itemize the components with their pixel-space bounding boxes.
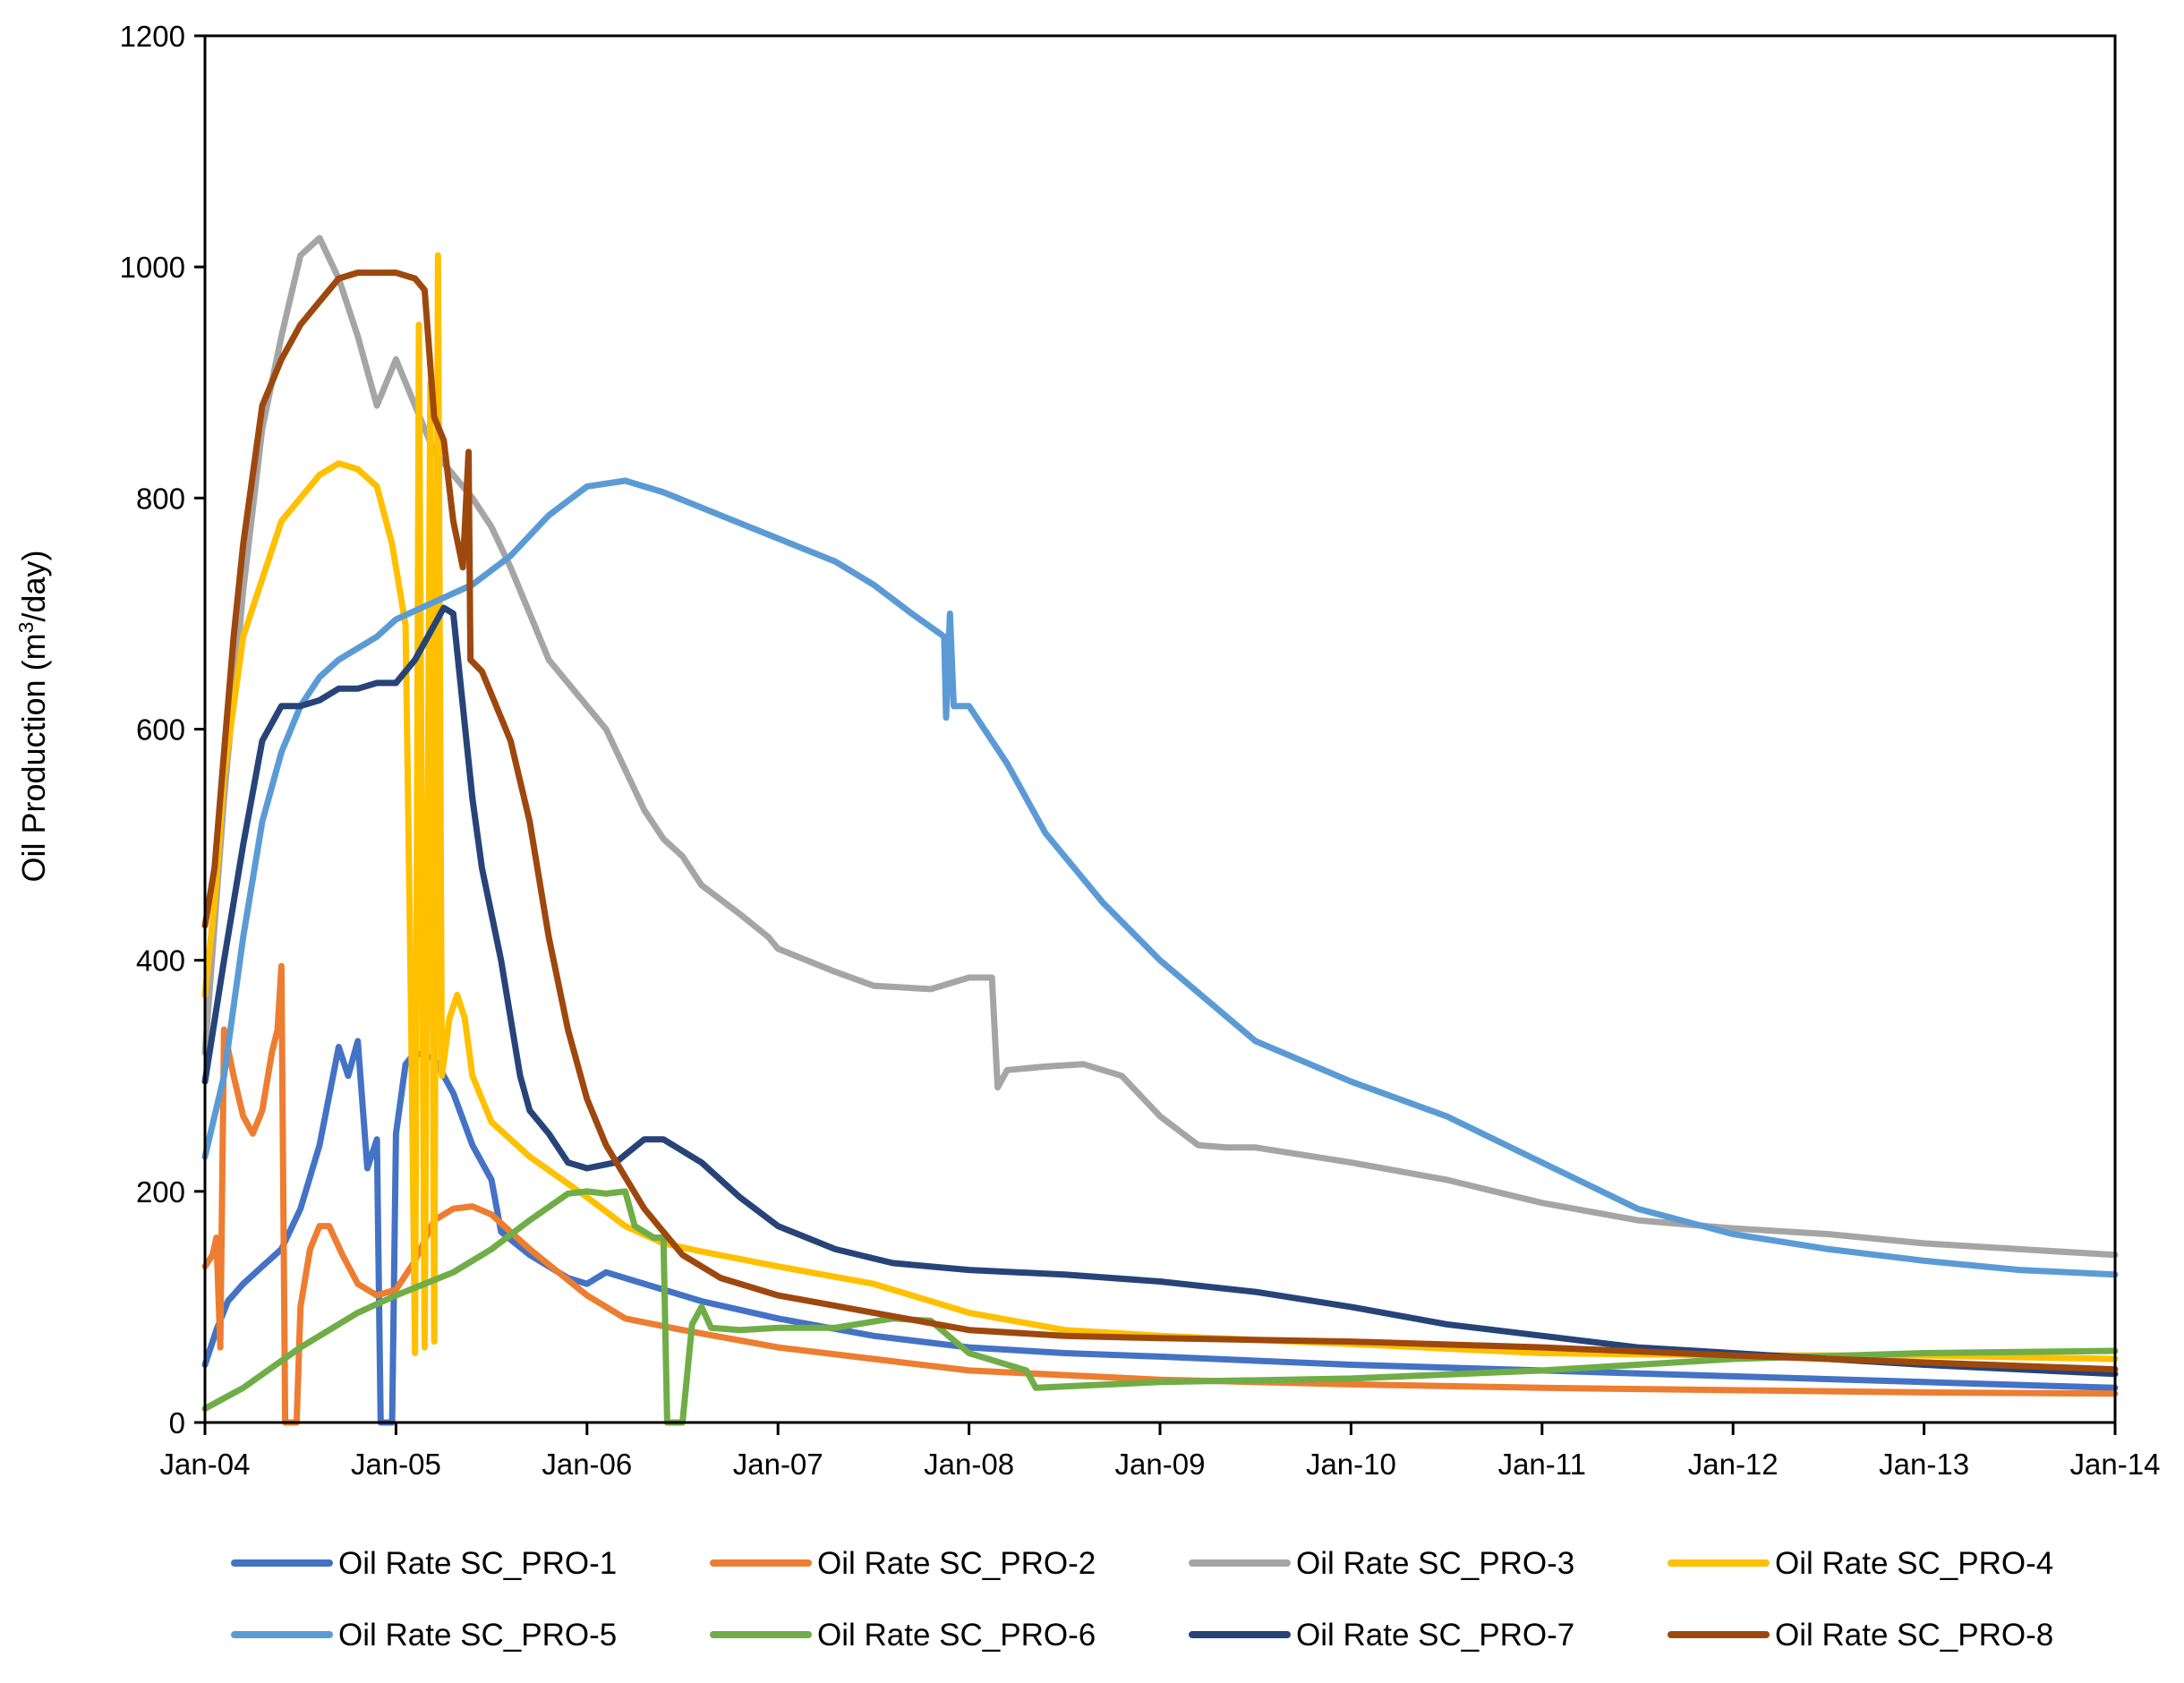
series-line-pro-7 bbox=[201, 604, 2119, 1378]
y-axis-ticks: 0 200 400 600 800 1000 1200 bbox=[120, 20, 205, 1440]
y-axis-title-tail: /day) bbox=[15, 551, 52, 622]
x-tick-label: Jan-13 bbox=[1879, 1448, 1969, 1481]
series-line-pro-1 bbox=[201, 1038, 2119, 1426]
y-tick-label: 1000 bbox=[120, 251, 185, 284]
series-line-pro-8 bbox=[201, 269, 2119, 1373]
x-tick-label: Jan-11 bbox=[1498, 1448, 1586, 1481]
legend-item-pro-4: Oil Rate SC_PRO-4 bbox=[1668, 1546, 2053, 1581]
x-tick-label: Jan-12 bbox=[1688, 1448, 1779, 1481]
y-tick-label: 800 bbox=[136, 482, 185, 515]
y-axis-title: Oil Production (m3/day) bbox=[14, 551, 52, 883]
legend-label: Oil Rate SC_PRO-3 bbox=[1296, 1546, 1574, 1581]
x-tick-label: Jan-08 bbox=[924, 1448, 1014, 1481]
legend-label: Oil Rate SC_PRO-5 bbox=[338, 1618, 617, 1653]
legend-item-pro-7: Oil Rate SC_PRO-7 bbox=[1189, 1618, 1574, 1653]
y-tick-label: 0 bbox=[169, 1406, 185, 1440]
series-line-pro-3 bbox=[201, 235, 2119, 1259]
legend-item-pro-1: Oil Rate SC_PRO-1 bbox=[231, 1546, 617, 1581]
x-tick-label: Jan-05 bbox=[351, 1448, 441, 1481]
legend-label: Oil Rate SC_PRO-7 bbox=[1296, 1618, 1574, 1653]
legend-label: Oil Rate SC_PRO-2 bbox=[817, 1546, 1096, 1581]
y-tick-label: 1200 bbox=[120, 20, 185, 53]
series-layer bbox=[201, 235, 2119, 1426]
y-tick-label: 600 bbox=[136, 713, 185, 747]
series-line-pro-5 bbox=[201, 477, 2119, 1278]
y-tick-label: 400 bbox=[136, 944, 185, 978]
legend-label: Oil Rate SC_PRO-8 bbox=[1775, 1618, 2053, 1653]
legend-item-pro-8: Oil Rate SC_PRO-8 bbox=[1668, 1618, 2053, 1653]
y-axis-title-main: Oil Production (m bbox=[15, 633, 52, 882]
series-line-pro-2 bbox=[201, 962, 2119, 1426]
y-axis-title-superscript: 3 bbox=[14, 622, 38, 634]
series-line-pro-4 bbox=[201, 252, 2119, 1363]
legend-item-pro-3: Oil Rate SC_PRO-3 bbox=[1189, 1546, 1574, 1581]
y-tick-label: 200 bbox=[136, 1175, 185, 1209]
x-tick-label: Jan-06 bbox=[542, 1448, 632, 1481]
legend-item-pro-2: Oil Rate SC_PRO-2 bbox=[710, 1546, 1096, 1581]
legend: Oil Rate SC_PRO-1 Oil Rate SC_PRO-2 Oil Ra… bbox=[231, 1546, 2053, 1653]
x-tick-label: Jan-04 bbox=[160, 1448, 251, 1481]
x-axis-ticks: Jan-04 Jan-05 Jan-06 Jan-07 Jan-08 Jan-09 Jan-… bbox=[160, 1422, 2161, 1481]
legend-item-pro-5: Oil Rate SC_PRO-5 bbox=[231, 1618, 617, 1653]
x-tick-label: Jan-09 bbox=[1115, 1448, 1206, 1481]
legend-label: Oil Rate SC_PRO-6 bbox=[817, 1618, 1096, 1653]
legend-item-pro-6: Oil Rate SC_PRO-6 bbox=[710, 1618, 1096, 1653]
x-tick-label: Jan-14 bbox=[2070, 1448, 2161, 1481]
x-tick-label: Jan-07 bbox=[733, 1448, 823, 1481]
x-tick-label: Jan-10 bbox=[1306, 1448, 1396, 1481]
series-line-pro-6 bbox=[201, 1188, 2119, 1426]
legend-label: Oil Rate SC_PRO-1 bbox=[338, 1546, 617, 1581]
legend-label: Oil Rate SC_PRO-4 bbox=[1775, 1546, 2053, 1581]
